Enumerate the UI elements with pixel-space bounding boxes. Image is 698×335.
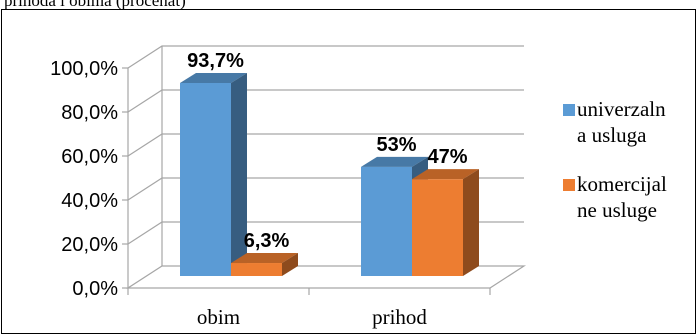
- bars: [180, 72, 479, 276]
- data-label: 6,3%: [244, 230, 290, 252]
- legend-label: ne usluge: [577, 198, 657, 222]
- legend-label: a usluga: [577, 123, 647, 147]
- legend-label: komercijal: [577, 172, 667, 196]
- y-tick-label: 40,0%: [61, 190, 118, 212]
- y-tick-label: 100,0%: [50, 58, 118, 80]
- category-label: obim: [197, 305, 240, 329]
- x-axis-categories: obim prihod: [197, 305, 427, 329]
- data-label: 53%: [376, 134, 416, 156]
- bar-top-face: [361, 156, 428, 167]
- y-tick-label: 20,0%: [61, 234, 118, 256]
- bar-top-face: [412, 169, 479, 180]
- cropped-caption: prihoda i obima (procenat): [0, 0, 698, 10]
- gridline: [127, 45, 524, 69]
- y-tick-label: 80,0%: [61, 102, 118, 124]
- category-label: prihod: [372, 305, 427, 329]
- bar-top-face: [180, 72, 247, 83]
- bar-univerzalna-obim: [180, 82, 231, 276]
- bar-side-face: [231, 72, 247, 276]
- legend-label: univerzaln: [577, 97, 666, 121]
- bar-komercijalne-prihod: [412, 179, 463, 276]
- y-axis-ticks: 0,0% 20,0% 40,0% 60,0% 80,0% 100,0%: [50, 58, 491, 300]
- floor-plane: [125, 265, 527, 289]
- data-label: 47%: [427, 146, 467, 168]
- bar-side-face: [282, 253, 298, 276]
- bar-komercijalne-obim: [231, 263, 282, 276]
- legend-swatch: [563, 179, 575, 191]
- gridline: [127, 89, 524, 113]
- bar-top-face: [231, 253, 298, 264]
- legend-swatch: [563, 104, 575, 116]
- caption-text: prihoda i obima (procenat): [4, 0, 186, 10]
- y-tick-label: 60,0%: [61, 146, 118, 168]
- y-tick-label: 0,0%: [72, 278, 118, 300]
- gridline: [127, 133, 524, 157]
- gridlines: [125, 45, 527, 289]
- bar-side-face: [463, 169, 479, 276]
- data-labels: 93,7% 6,3% 53% 47%: [187, 50, 468, 252]
- chart-border: [1, 9, 696, 334]
- data-label: 93,7%: [187, 50, 244, 72]
- bar-univerzalna-prihod: [361, 166, 412, 276]
